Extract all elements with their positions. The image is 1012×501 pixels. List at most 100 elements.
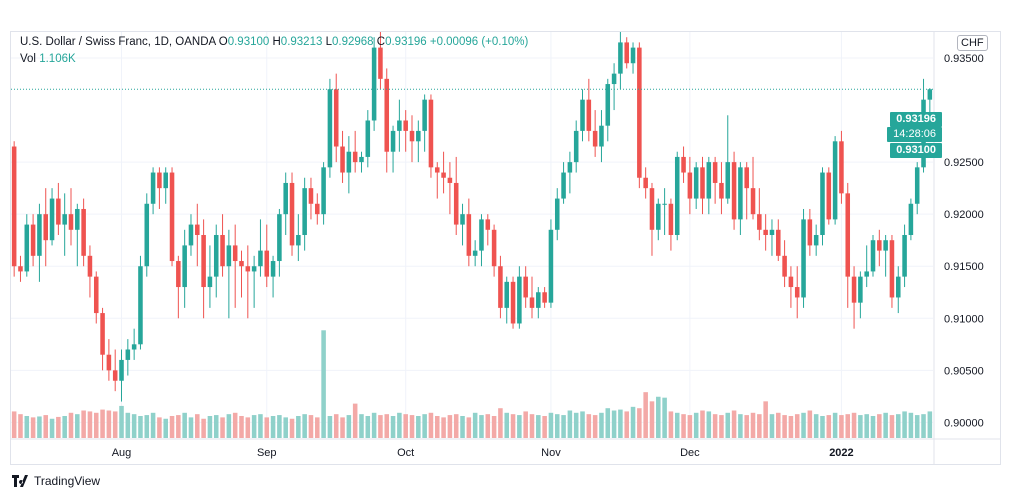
candle-body [264, 250, 270, 277]
volume-bar [858, 415, 863, 438]
volume-bar [561, 415, 566, 438]
candle-body [826, 172, 832, 220]
candle-body [346, 151, 352, 173]
volume-bar [662, 397, 667, 438]
volume-bar [712, 414, 718, 438]
volume-bar [656, 396, 661, 438]
volume-bar [447, 415, 453, 438]
candle-body [232, 245, 238, 262]
candle-body [788, 276, 794, 288]
volume-bar [43, 415, 49, 438]
currency-button[interactable]: CHF [957, 35, 988, 51]
brand[interactable]: TradingView [12, 474, 100, 488]
volume-bar [921, 414, 926, 438]
volume-bar [580, 411, 585, 438]
volume-bar [788, 416, 794, 438]
candle-body [352, 151, 358, 163]
candle-body [813, 235, 819, 246]
volume-bar [315, 417, 320, 438]
volume-bar [220, 417, 225, 438]
candle-body [914, 167, 920, 204]
volume-bar [466, 417, 472, 438]
candle-body [428, 99, 434, 168]
volume-bar [567, 410, 573, 438]
candle-body [554, 198, 560, 230]
volume-bar [100, 409, 105, 438]
x-tick-label: Sep [257, 447, 277, 459]
candle-body [687, 172, 693, 199]
candle-body [157, 172, 162, 189]
candle-body [169, 172, 175, 262]
volume-bar [794, 414, 800, 438]
candle-body [649, 188, 655, 230]
volume-bar [409, 415, 415, 438]
volume-bar [763, 401, 768, 438]
candle-body [188, 224, 194, 246]
volume-bars [11, 330, 933, 438]
volume-bar [277, 415, 282, 438]
volume-bar [106, 410, 112, 438]
volume-bar [801, 412, 806, 438]
volume-bar [68, 412, 74, 438]
volume-bar [378, 415, 383, 438]
volume-bar [346, 415, 352, 438]
volume-bar [914, 415, 920, 438]
candle-body [43, 214, 49, 241]
volume-bar [371, 412, 377, 438]
volume-bar [321, 330, 326, 438]
x-tick-label: Nov [541, 447, 561, 459]
volume-bar [725, 412, 731, 438]
candle-body [409, 130, 415, 142]
symbol-title[interactable]: U.S. Dollar / Swiss Franc, 1D, OANDA [20, 36, 216, 48]
candle-body [529, 297, 535, 308]
volume-bar [700, 410, 705, 438]
candle-body [592, 130, 598, 147]
volume-bar [30, 417, 36, 438]
x-tick-label: Aug [112, 447, 132, 459]
open-price-tag: 0.93100 [890, 143, 942, 158]
candle-body [441, 172, 446, 178]
candle-body [864, 271, 869, 277]
volume-bar [618, 409, 623, 438]
candle-body [201, 235, 206, 288]
volume-bar [605, 408, 611, 438]
volume-bar [125, 412, 131, 438]
volume-bar [813, 414, 819, 438]
candle-body [618, 42, 623, 74]
candle-body [422, 99, 427, 131]
candle-body [889, 240, 895, 298]
candle-body [599, 125, 604, 147]
candle-body [62, 214, 67, 225]
x-tick-label: Dec [680, 447, 700, 459]
volume-bar [56, 416, 61, 438]
volume-bar [441, 417, 446, 438]
volume-bar [908, 412, 914, 438]
candle-body [750, 188, 756, 215]
candle-body [548, 229, 554, 303]
candle-body [656, 203, 661, 230]
open-key: O [218, 36, 228, 48]
volume-bar [498, 408, 503, 438]
change-value: +0.00096 (+0.10%) [429, 36, 529, 48]
candle-body [498, 266, 503, 308]
candle-body [119, 359, 124, 381]
candle-body [902, 235, 907, 277]
candle-body [712, 162, 718, 183]
candle-body [308, 188, 314, 204]
candle-body [472, 250, 478, 256]
candle-body [24, 224, 30, 272]
candle-body [56, 198, 61, 225]
time-axis: Aug Sep Oct Nov Dec 2022 [112, 447, 854, 459]
volume-bar [251, 415, 257, 438]
candle-body [106, 354, 112, 371]
brand-name: TradingView [34, 474, 101, 488]
candle-body [757, 214, 762, 230]
candle-body [573, 130, 579, 163]
candle-body [270, 261, 276, 277]
volume-bar [112, 411, 118, 438]
candle-body [315, 203, 320, 215]
y-tick-label: 0.93500 [944, 53, 984, 65]
volume-bar [169, 416, 175, 438]
y-tick-label: 0.91500 [944, 261, 984, 273]
